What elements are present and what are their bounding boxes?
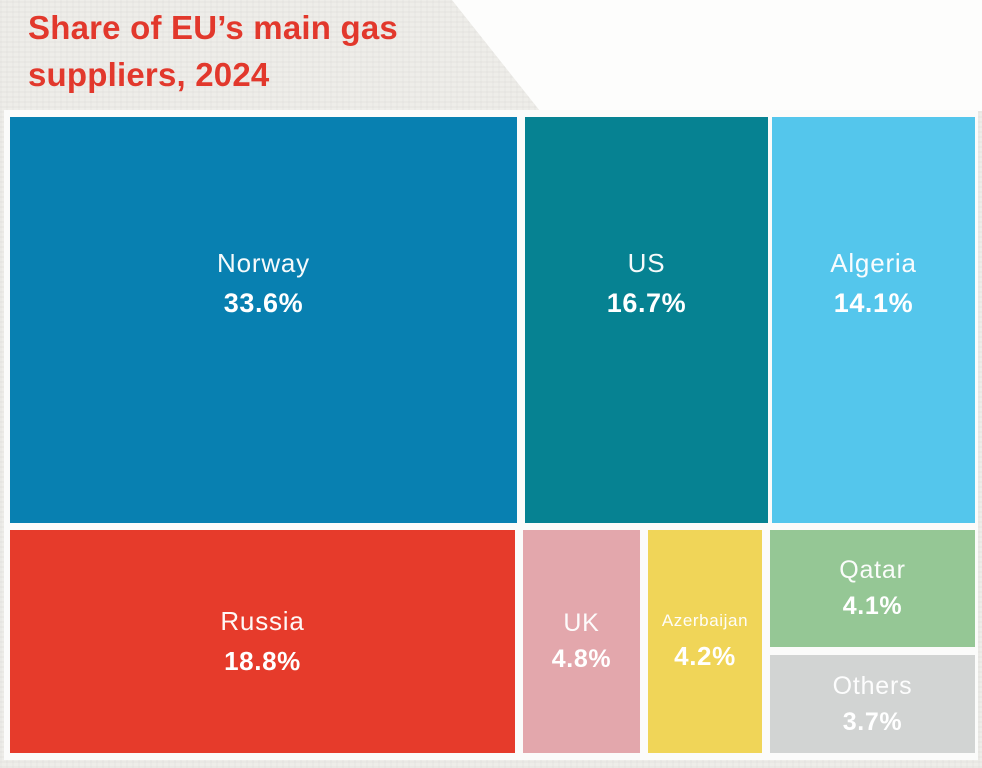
treemap-cell-others: Others 3.7% xyxy=(770,655,975,753)
treemap-cell-russia: Russia 18.8% xyxy=(10,530,515,753)
page-title: Share of EU’s main gas suppliers, 2024 xyxy=(28,4,398,98)
treemap-cell-qatar: Qatar 4.1% xyxy=(770,530,975,647)
cell-value: 4.8% xyxy=(551,645,612,673)
cell-value: 4.2% xyxy=(674,641,736,671)
cell-text: Qatar 4.1% xyxy=(839,556,906,621)
cell-text: Others 3.7% xyxy=(833,672,913,737)
page-title-line1: Share of EU’s main gas xyxy=(28,9,398,46)
treemap-cell-algeria: Algeria 14.1% xyxy=(772,117,975,523)
page-title-line2: suppliers, 2024 xyxy=(28,56,270,93)
cell-value: 4.1% xyxy=(842,592,903,620)
treemap-cell-azerbaijan: Azerbaijan 4.2% xyxy=(648,530,762,753)
cell-text: Azerbaijan 4.2% xyxy=(662,611,748,672)
cell-text: UK 4.8% xyxy=(552,609,611,674)
treemap-cell-us: US 16.7% xyxy=(525,117,768,523)
cell-label: Norway xyxy=(217,247,310,278)
treemap-cell-norway: Norway 33.6% xyxy=(10,117,517,523)
treemap: Norway 33.6% US 16.7% Algeria 14.1% Russ… xyxy=(4,110,978,760)
cell-label: Azerbaijan xyxy=(661,611,749,630)
cell-text: Russia 18.8% xyxy=(220,606,304,677)
cell-label: Algeria xyxy=(830,247,917,278)
cell-value: 14.1% xyxy=(833,287,914,318)
cell-text: Algeria 14.1% xyxy=(830,248,917,319)
treemap-cell-uk: UK 4.8% xyxy=(523,530,640,753)
cell-label: Qatar xyxy=(839,556,906,584)
cell-value: 18.8% xyxy=(224,646,301,676)
cell-text: US 16.7% xyxy=(607,248,687,319)
cell-label: Others xyxy=(832,671,913,700)
cell-value: 16.7% xyxy=(606,287,687,318)
cell-label: Russia xyxy=(220,606,305,636)
cell-value: 33.6% xyxy=(223,287,304,318)
cell-label: US xyxy=(627,247,666,278)
cell-value: 3.7% xyxy=(842,707,903,736)
background-wedge xyxy=(452,0,982,111)
cell-label: UK xyxy=(563,609,600,637)
cell-text: Norway 33.6% xyxy=(217,248,310,319)
